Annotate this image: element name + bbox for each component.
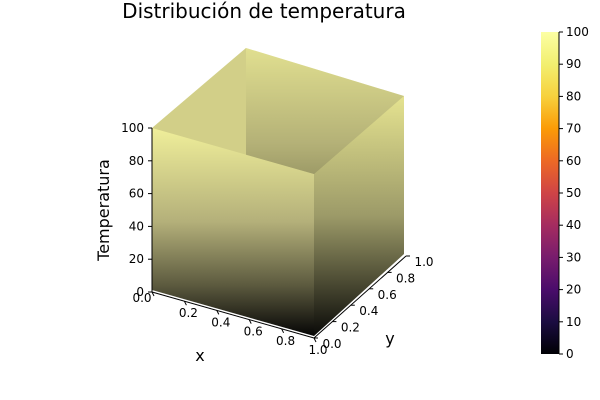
- z-axis-label: Temperatura: [94, 159, 113, 262]
- colorbar-tick-label: 10: [566, 315, 581, 329]
- colorbar-tick-label: 40: [566, 218, 581, 232]
- y-tick-label: 0.4: [359, 304, 378, 318]
- colorbar-tick-label: 80: [566, 89, 581, 103]
- axes-lines: [151, 128, 407, 339]
- y-tick-label: 0.0: [322, 337, 341, 351]
- z-tick-label: 20: [129, 252, 144, 266]
- x-tick-label: 1.0: [308, 343, 327, 357]
- y-axis-ticks: 0.00.2 0.40.6 0.8 1.0: [314, 255, 434, 351]
- y-tick-label: 0.6: [378, 288, 397, 302]
- z-tick-label: 80: [129, 154, 144, 168]
- colorbar-tick-label: 100: [566, 25, 589, 39]
- x-tick-label: 0.2: [179, 306, 198, 320]
- z-tick-label: 40: [129, 219, 144, 233]
- x-tick-label: 0.8: [276, 334, 295, 348]
- x-axis-ticks: 0.0 0.2 0.4 0.6 0.8 1.0: [132, 291, 327, 357]
- x-tick-mark: [183, 300, 187, 306]
- y-tick-label: 1.0: [414, 255, 433, 269]
- x-axis-label: x: [195, 346, 204, 365]
- x-tick-mark: [281, 328, 285, 334]
- y-axis-label: y: [385, 329, 394, 348]
- x-tick-label: 0.4: [211, 315, 230, 329]
- colorbar-tick-label: 0: [566, 347, 574, 361]
- colorbar-tick-label: 50: [566, 186, 581, 200]
- z-axis-ticks: 0 20 40 60 80 100: [121, 121, 152, 299]
- y-tick-label: 0.2: [341, 321, 360, 335]
- z-tick-label: 100: [121, 121, 144, 135]
- colorbar-tick-label: 20: [566, 283, 581, 297]
- x-tick-label: 0.0: [132, 291, 151, 305]
- x-tick-mark: [216, 310, 220, 315]
- colorbar: [541, 32, 559, 354]
- colorbar-tick-label: 70: [566, 122, 581, 136]
- surface-front-wall: [152, 128, 314, 336]
- colorbar-tick-label: 90: [566, 57, 581, 71]
- x-tick-mark: [313, 337, 317, 343]
- x-tick-label: 0.6: [244, 325, 263, 339]
- colorbar-tick-label: 30: [566, 250, 581, 264]
- x-tick-mark: [151, 291, 155, 297]
- colorbar-ticks: 0 10 20 30 40 50 60 70 80 90 100: [559, 25, 589, 361]
- z-tick-label: 0: [136, 285, 144, 299]
- surface-inner-shadow: [152, 48, 404, 174]
- colorbar-tick-label: 60: [566, 154, 581, 168]
- chart-title: Distribución de temperatura: [122, 0, 406, 23]
- y-tick-label: 0.8: [396, 271, 415, 285]
- surface-right-wall: [314, 96, 404, 336]
- x-tick-mark: [248, 319, 252, 324]
- z-tick-label: 60: [129, 187, 144, 201]
